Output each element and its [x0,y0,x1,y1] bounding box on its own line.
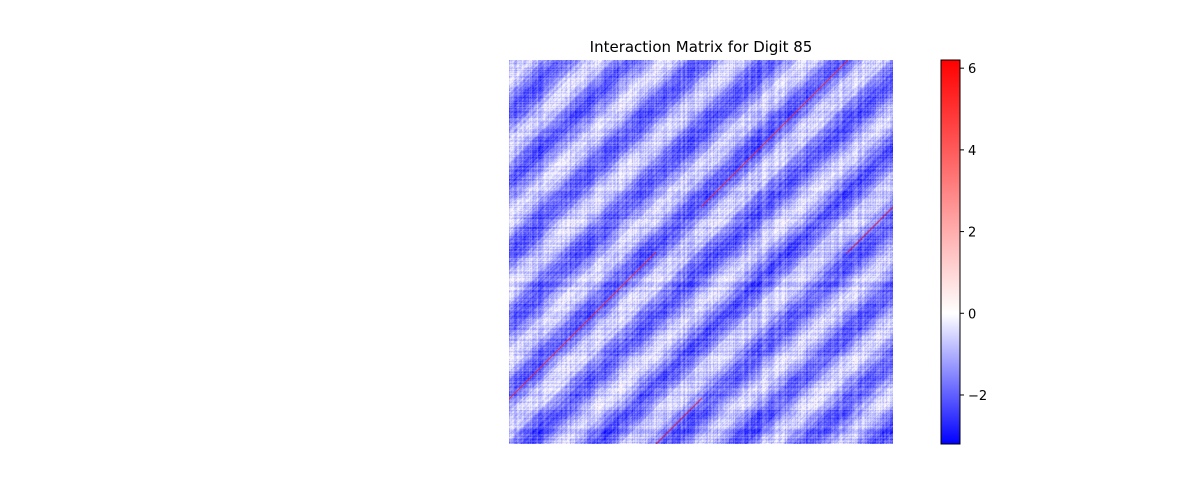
heatmap [509,60,893,444]
colorbar-tick-label: 2 [968,226,976,241]
heatmap-cells [509,60,893,444]
colorbar [940,59,961,445]
colorbar-tick-label: −2 [968,389,987,404]
colorbar-tick-label: 4 [968,144,976,159]
colorbar-tick-label: 0 [968,307,976,322]
colorbar-ticks: −2 0 2 4 6 [960,62,987,404]
chart-title: Interaction Matrix for Digit 85 [590,38,813,56]
colorbar-tick-label: 6 [968,62,976,77]
